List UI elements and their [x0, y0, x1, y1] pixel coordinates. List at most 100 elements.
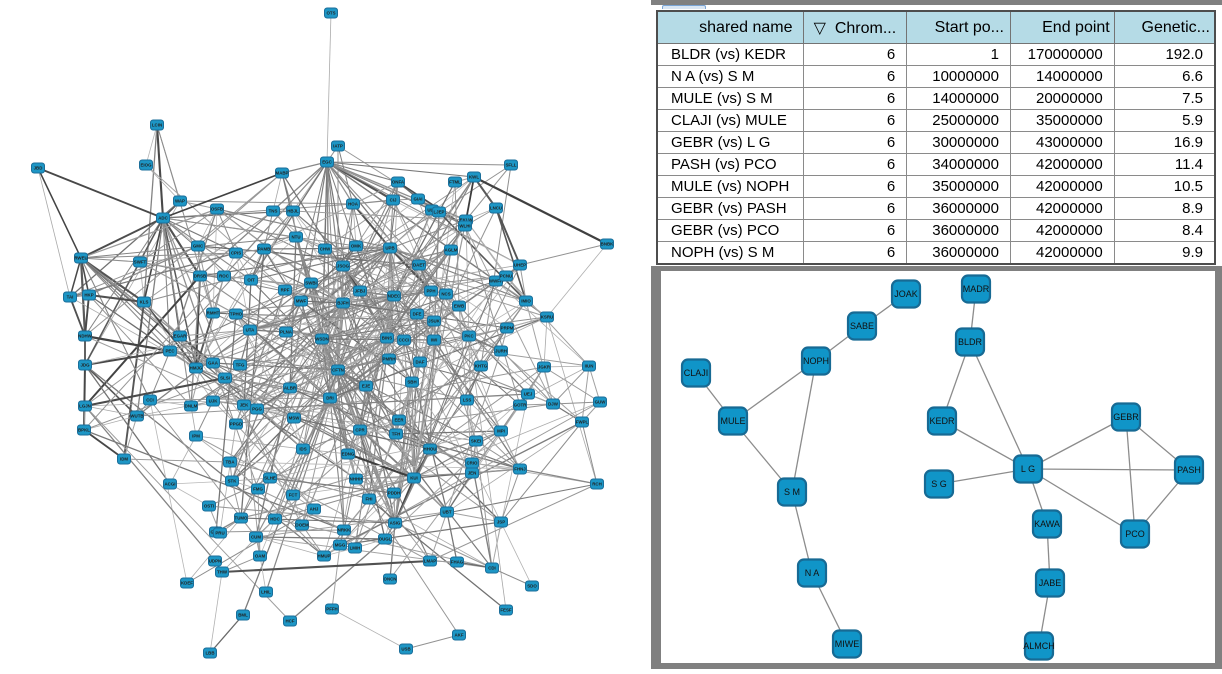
- svg-text:PASH: PASH: [1177, 465, 1201, 475]
- svg-text:CUM: CUM: [251, 535, 261, 540]
- svg-text:PDDH: PDDH: [388, 491, 400, 496]
- svg-text:PGG: PGG: [252, 407, 262, 412]
- svg-text:TPHO: TPHO: [230, 312, 243, 317]
- svg-text:EKLW: EKLW: [460, 218, 474, 223]
- svg-text:PPH: PPH: [426, 289, 435, 294]
- svg-text:KUI: KUI: [410, 476, 418, 481]
- svg-text:CCI: CCI: [146, 398, 154, 403]
- svg-text:HMUP: HMUP: [318, 554, 331, 559]
- svg-text:CCCI: CCCI: [399, 338, 410, 343]
- svg-text:EJE: EJE: [362, 384, 370, 389]
- svg-text:BINS: BINS: [382, 336, 393, 341]
- svg-text:TFG: TFG: [236, 363, 245, 368]
- svg-text:KSRU: KSRU: [541, 315, 553, 320]
- svg-text:UDPN: UDPN: [209, 559, 221, 564]
- svg-text:PRU: PRU: [215, 531, 224, 536]
- svg-text:FMG: FMG: [253, 487, 263, 492]
- svg-text:AKF: AKF: [454, 633, 463, 638]
- svg-text:WWFH: WWFH: [489, 279, 503, 284]
- svg-text:EWB: EWB: [454, 304, 464, 309]
- svg-text:DFE: DFE: [413, 312, 422, 317]
- svg-text:DAET: DAET: [413, 263, 425, 268]
- svg-text:OIT: OIT: [247, 278, 255, 283]
- svg-text:NCS: NCS: [441, 292, 450, 297]
- svg-text:MWF: MWF: [296, 299, 307, 304]
- svg-text:OUGL: OUGL: [379, 537, 392, 542]
- svg-text:JDG: JDG: [80, 363, 90, 368]
- svg-text:AHJ: AHJ: [310, 507, 319, 512]
- svg-text:KEDR: KEDR: [929, 416, 955, 426]
- svg-text:JBD: JBD: [34, 166, 43, 171]
- svg-text:PCNU: PCNU: [500, 274, 512, 279]
- svg-text:IDS: IDS: [299, 447, 306, 452]
- svg-text:LMIH: LMIH: [350, 546, 361, 551]
- svg-text:LMAP: LMAP: [424, 559, 437, 564]
- svg-text:HKP: HKP: [84, 293, 93, 298]
- svg-text:JSP: JSP: [497, 520, 505, 525]
- svg-text:PCO: PCO: [1125, 529, 1145, 539]
- svg-text:RCH: RCH: [592, 482, 602, 487]
- svg-text:SFLL: SFLL: [506, 163, 517, 168]
- svg-text:NDEC: NDEC: [388, 294, 401, 299]
- svg-text:BLDR: BLDR: [958, 337, 983, 347]
- svg-text:JSUK: JSUK: [428, 319, 441, 324]
- svg-text:OSFB: OSFB: [211, 207, 223, 212]
- svg-text:EER: EER: [394, 418, 404, 423]
- svg-text:NOPH: NOPH: [803, 356, 829, 366]
- svg-text:EGAR: EGAR: [174, 334, 188, 339]
- svg-text:MSW: MSW: [289, 416, 301, 421]
- svg-text:UJK: UJK: [209, 399, 219, 404]
- svg-text:HBJL: HBJL: [287, 209, 299, 214]
- svg-text:EGC: EGC: [322, 160, 332, 165]
- svg-text:UBT: UBT: [442, 510, 451, 515]
- svg-text:PKC: PKC: [464, 334, 474, 339]
- svg-text:HDC: HDC: [270, 517, 280, 522]
- svg-text:SABE: SABE: [850, 321, 874, 331]
- svg-text:KAWA: KAWA: [1034, 519, 1060, 529]
- svg-text:BPKL: BPKL: [78, 428, 90, 433]
- svg-text:TUMO: TUMO: [235, 516, 249, 521]
- svg-text:MGG: MGG: [335, 543, 346, 548]
- svg-text:GAA: GAA: [208, 361, 219, 366]
- svg-text:BML: BML: [238, 613, 248, 618]
- svg-text:CFTN: CFTN: [332, 368, 344, 373]
- svg-text:KLS: KLS: [140, 300, 149, 305]
- svg-text:GOTR: GOTR: [514, 403, 528, 408]
- svg-text:ONFA: ONFA: [392, 180, 405, 185]
- svg-text:HCF: HCF: [285, 619, 294, 624]
- svg-text:FCT: FCT: [289, 493, 298, 498]
- svg-text:WSDN: WSDN: [315, 337, 328, 342]
- svg-text:NDHW: NDHW: [78, 334, 93, 339]
- svg-text:L G: L G: [1021, 464, 1035, 474]
- svg-text:BNBK: BNBK: [601, 242, 615, 247]
- svg-text:DJW: DJW: [548, 402, 559, 407]
- svg-text:JABE: JABE: [1039, 578, 1062, 588]
- svg-text:LNCU: LNCU: [490, 206, 502, 211]
- svg-text:MABP: MABP: [276, 171, 289, 176]
- svg-text:IIUN: IIUN: [585, 364, 594, 369]
- svg-text:ADC: ADC: [158, 216, 168, 221]
- svg-text:HHOU: HHOU: [424, 447, 437, 452]
- svg-text:USB: USB: [401, 647, 410, 652]
- svg-text:OTS: OTS: [326, 11, 335, 16]
- svg-text:SWFT: SWFT: [134, 260, 147, 265]
- svg-text:PAMB: PAMB: [258, 247, 271, 252]
- svg-text:FWPL: FWPL: [576, 420, 589, 425]
- svg-text:LGJN: LGJN: [79, 404, 91, 409]
- svg-text:DRSB: DRSB: [194, 274, 206, 279]
- svg-text:PRPM: PRPM: [501, 326, 514, 331]
- svg-text:LBB: LBB: [205, 651, 214, 656]
- svg-text:CPR: CPR: [355, 428, 365, 433]
- svg-text:PPGD: PPGD: [230, 422, 242, 427]
- svg-text:WUTB: WUTB: [130, 414, 143, 419]
- svg-text:DRI: DRI: [326, 396, 334, 401]
- svg-text:IMIO: IMIO: [521, 299, 531, 304]
- svg-text:ACGI: ACGI: [165, 482, 176, 487]
- svg-text:LJEP: LJEP: [434, 210, 445, 215]
- svg-text:EIOG: EIOG: [141, 163, 153, 168]
- svg-text:TAI: TAI: [67, 295, 74, 300]
- svg-text:SLSI: SLSI: [220, 376, 230, 381]
- svg-text:DAF: DAF: [415, 360, 424, 365]
- svg-text:JEK: JEK: [240, 403, 249, 408]
- svg-text:NRKK: NRKK: [338, 528, 352, 533]
